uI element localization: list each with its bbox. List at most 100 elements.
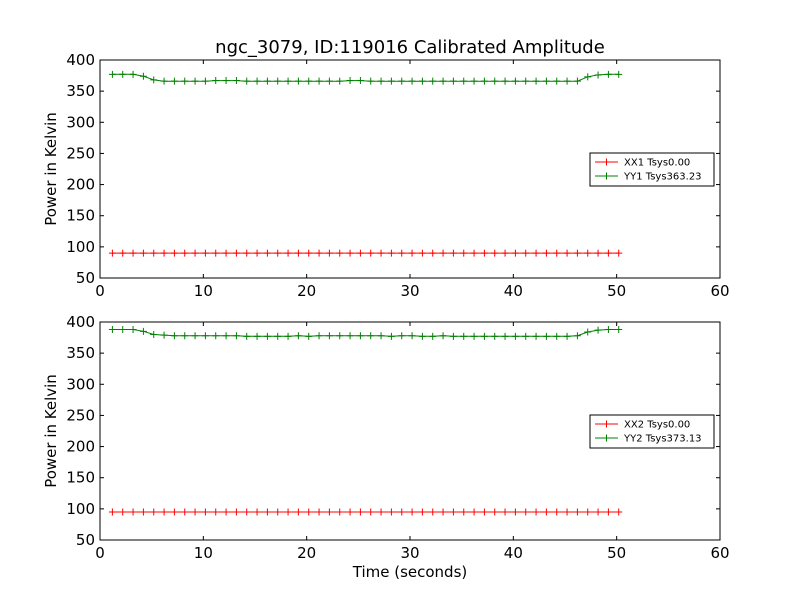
data-point-marker [294, 77, 302, 85]
data-point-marker [222, 332, 230, 340]
data-point-marker [253, 508, 261, 516]
x-tick-label: 0 [95, 282, 105, 300]
data-point-marker [336, 508, 344, 516]
data-point-marker [294, 332, 302, 340]
data-point-marker [460, 508, 468, 516]
series-yy2 [108, 325, 623, 340]
data-point-marker [398, 77, 406, 85]
data-point-marker [449, 249, 457, 257]
data-point-marker [480, 77, 488, 85]
legend-label: YY2 Tsys373.13 [623, 434, 702, 445]
data-point-marker [263, 332, 271, 340]
data-point-marker [243, 332, 251, 340]
data-point-marker [263, 77, 271, 85]
data-point-marker [274, 77, 282, 85]
data-point-marker [119, 508, 127, 516]
data-point-marker [191, 249, 199, 257]
data-point-marker [119, 325, 127, 333]
subplot-2: 0 10 20 30 40 50 60 50 100 150 200 250 300 350 400 Powe… [42, 313, 730, 581]
data-point-marker [232, 508, 240, 516]
data-point-marker [522, 332, 530, 340]
data-point-marker [511, 249, 519, 257]
data-point-marker [449, 332, 457, 340]
data-point-marker [594, 71, 602, 79]
data-point-marker [160, 249, 168, 257]
data-point-marker [139, 72, 147, 80]
y-axis-label: Power in Kelvin [42, 112, 60, 226]
data-point-marker [542, 332, 550, 340]
legend-swatch-marker [603, 420, 610, 428]
series-xx2 [108, 508, 623, 516]
subplot-1: 0 10 20 30 40 50 60 50 100 150 200 250 300 350 400 Powe… [42, 51, 730, 300]
legend-swatch-marker [603, 158, 610, 166]
data-point-marker [150, 330, 158, 338]
data-point-marker [491, 249, 499, 257]
data-point-marker [429, 508, 437, 516]
data-point-marker [532, 249, 540, 257]
x-tick-label: 30 [400, 544, 419, 562]
data-point-marker [439, 332, 447, 340]
data-point-marker [573, 77, 581, 85]
data-point-marker [336, 77, 344, 85]
data-point-marker [542, 249, 550, 257]
x-tick-label: 60 [710, 282, 729, 300]
data-point-marker [274, 249, 282, 257]
legend-swatch-marker [603, 172, 610, 180]
data-point-marker [615, 325, 623, 333]
data-point-marker [346, 508, 354, 516]
data-point-marker [501, 77, 509, 85]
legend-box [589, 152, 715, 187]
data-point-marker [460, 332, 468, 340]
data-point-marker [604, 249, 612, 257]
data-point-marker [501, 332, 509, 340]
data-point-marker [522, 508, 530, 516]
data-point-marker [563, 249, 571, 257]
legend-label: XX2 Tsys0.00 [624, 420, 690, 431]
data-point-marker [346, 249, 354, 257]
legend: XX1 Tsys0.00 YY1 Tsys363.23 [589, 152, 715, 187]
data-point-marker [160, 331, 168, 339]
data-point-marker [604, 325, 612, 333]
y-tick-label: 350 [66, 344, 95, 362]
data-point-marker [356, 249, 364, 257]
data-point-marker [119, 249, 127, 257]
data-point-marker [480, 249, 488, 257]
data-point-marker [170, 508, 178, 516]
data-point-marker [139, 327, 147, 335]
x-tick-label: 40 [504, 282, 523, 300]
data-point-marker [594, 508, 602, 516]
data-point-marker [604, 70, 612, 78]
data-point-marker [222, 508, 230, 516]
data-point-marker [243, 508, 251, 516]
data-point-marker [274, 508, 282, 516]
data-point-marker [243, 77, 251, 85]
data-point-marker [108, 249, 116, 257]
data-point-marker [367, 508, 375, 516]
x-tick-label: 20 [297, 544, 316, 562]
data-point-marker [584, 328, 592, 336]
data-point-marker [418, 332, 426, 340]
data-point-marker [222, 77, 230, 85]
data-point-marker [377, 332, 385, 340]
data-point-marker [201, 332, 209, 340]
data-point-marker [160, 77, 168, 85]
data-point-marker [377, 508, 385, 516]
y-tick-label: 200 [66, 176, 95, 194]
legend: XX2 Tsys0.00 YY2 Tsys373.13 [589, 414, 715, 449]
data-point-marker [356, 508, 364, 516]
data-point-marker [315, 249, 323, 257]
data-point-marker [470, 508, 478, 516]
data-point-marker [532, 332, 540, 340]
data-point-marker [470, 332, 478, 340]
y-tick-label: 150 [66, 207, 95, 225]
data-point-marker [491, 332, 499, 340]
data-point-marker [305, 249, 313, 257]
x-tick-label: 40 [504, 544, 523, 562]
y-tick-label: 150 [66, 469, 95, 487]
data-point-marker [243, 249, 251, 257]
data-point-marker [346, 77, 354, 85]
data-point-marker [108, 508, 116, 516]
figure-title: ngc_3079, ID:119016 Calibrated Amplitude [215, 37, 605, 58]
data-point-marker [108, 70, 116, 78]
data-point-marker [460, 77, 468, 85]
